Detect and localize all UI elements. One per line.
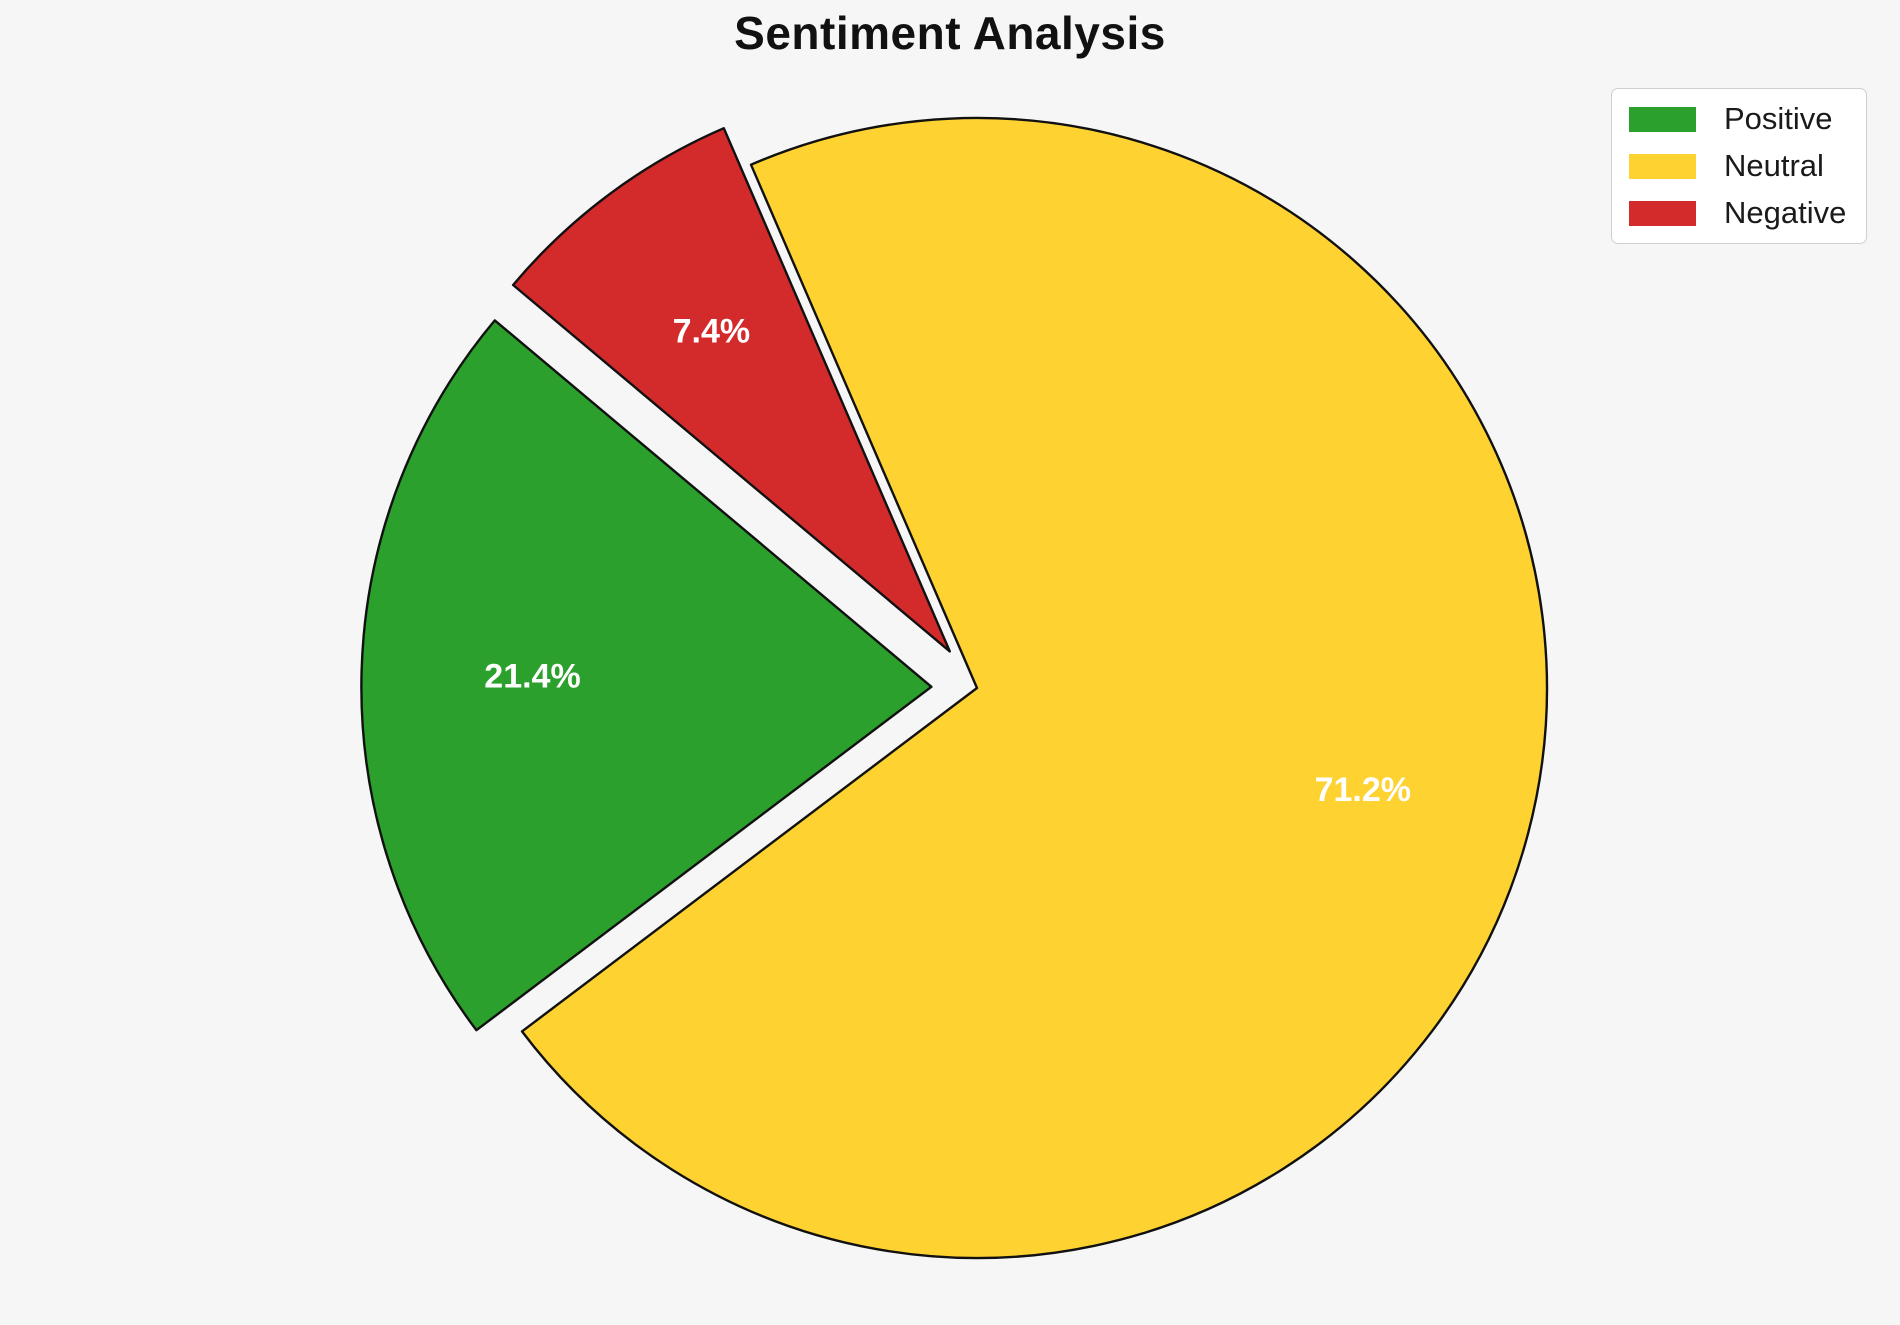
pie-slice-neutral	[520, 116, 1549, 1260]
pie-slice-negative	[511, 126, 951, 653]
legend-swatch-neutral-icon	[1629, 153, 1696, 179]
chart-title: Sentiment Analysis	[734, 7, 1166, 59]
pct-label-neutral: 71.2%	[1315, 771, 1411, 809]
legend-label-positive: Positive	[1724, 101, 1833, 136]
pct-label-negative: 7.4%	[673, 312, 751, 350]
legend: Positive Neutral Negative	[1611, 88, 1867, 245]
legend-item-positive: Positive	[1629, 101, 1849, 136]
legend-swatch-negative-icon	[1629, 200, 1696, 226]
pie-slice-positive	[360, 319, 933, 1032]
legend-label-negative: Negative	[1724, 195, 1847, 231]
legend-item-negative: Negative	[1629, 196, 1849, 230]
legend-item-neutral: Neutral	[1629, 148, 1849, 184]
legend-swatch-positive-icon	[1629, 106, 1696, 132]
legend-label-neutral: Neutral	[1724, 148, 1824, 184]
pct-label-positive: 21.4%	[484, 658, 580, 696]
